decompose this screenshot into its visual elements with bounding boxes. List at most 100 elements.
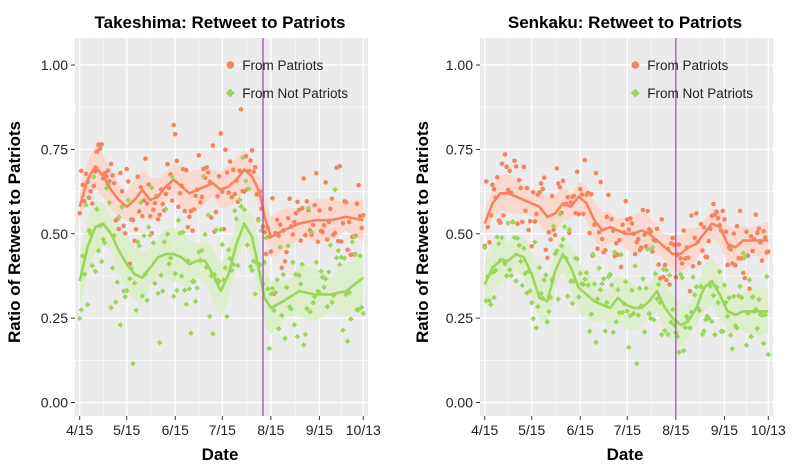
senkaku-point-not-patriots [527,288,533,294]
senkaku-point-not-patriots [701,328,707,334]
senkaku-point-not-patriots [561,223,568,230]
senkaku-point-not-patriots [586,328,593,335]
senkaku-point-patriots [520,219,525,225]
takeshima-point-patriots [232,191,238,197]
senkaku-point-not-patriots [622,278,629,285]
takeshima-point-not-patriots [225,247,232,253]
takeshima-confidence-band-not-patriots [79,201,364,335]
senkaku-y-axis-title: Ratio of Retweet to Patriots [413,121,432,343]
senkaku-point-patriots [692,235,697,241]
senkaku-point-patriots [551,227,556,232]
takeshima-point-not-patriots [277,244,284,251]
senkaku-point-patriots [744,229,749,235]
senkaku-point-not-patriots [654,295,660,302]
senkaku-point-patriots [491,186,497,192]
takeshima-point-patriots [169,198,175,203]
senkaku-point-patriots [761,228,766,234]
senkaku-point-patriots [527,218,533,224]
takeshima-point-not-patriots [255,217,262,224]
senkaku-point-patriots [687,288,693,294]
senkaku-point-patriots [645,208,650,214]
senkaku-point-patriots [523,208,528,214]
senkaku-point-not-patriots [593,339,599,346]
senkaku-point-not-patriots [496,240,502,247]
takeshima-point-not-patriots [138,199,144,206]
senkaku-point-not-patriots [577,270,584,277]
takeshima-point-not-patriots [152,280,158,287]
takeshima-point-patriots [346,219,352,225]
senkaku-point-patriots [599,236,605,242]
senkaku-point-not-patriots [743,342,750,348]
senkaku-point-not-patriots [765,351,772,358]
senkaku-legend-key-not-patriots [630,88,640,98]
senkaku-point-not-patriots [646,310,653,317]
takeshima-point-not-patriots [347,316,354,322]
takeshima-point-not-patriots [296,272,302,279]
senkaku-point-patriots [574,169,580,175]
takeshima-point-not-patriots [307,309,313,315]
senkaku-point-not-patriots [530,315,537,322]
senkaku-point-not-patriots [510,218,516,225]
senkaku-point-not-patriots [709,318,715,325]
takeshima-legend-key-not-patriots [225,88,235,98]
takeshima-point-not-patriots [341,255,348,261]
takeshima-point-not-patriots [191,278,197,285]
senkaku-point-patriots [615,252,621,257]
senkaku-point-patriots [676,242,682,247]
takeshima-point-patriots [177,190,183,196]
senkaku-point-not-patriots [720,328,726,335]
takeshima-point-patriots [323,180,328,185]
takeshima-point-patriots [359,225,365,231]
senkaku-point-not-patriots [557,211,563,217]
takeshima-point-patriots [91,183,97,189]
senkaku-point-patriots [706,238,712,244]
takeshima-point-not-patriots [242,178,249,184]
senkaku-point-not-patriots [546,308,552,315]
takeshima-point-not-patriots [106,199,113,206]
takeshima-point-not-patriots [216,278,222,285]
senkaku-point-patriots [639,245,644,250]
senkaku-point-patriots [515,221,520,226]
senkaku-point-patriots [545,255,550,261]
senkaku-legend-label-patriots: From Patriots [647,58,728,73]
senkaku-point-patriots [579,192,585,197]
takeshima-point-not-patriots [268,291,274,297]
takeshima-point-not-patriots [109,265,116,271]
takeshima-point-patriots [124,166,130,172]
takeshima-point-not-patriots [315,288,321,294]
senkaku-point-not-patriots [528,299,535,306]
takeshima-point-patriots [332,230,338,236]
senkaku-point-patriots [538,181,544,186]
takeshima-point-patriots [97,146,103,152]
takeshima-point-not-patriots [244,242,251,248]
senkaku-point-not-patriots [502,261,508,267]
takeshima-point-patriots [287,196,292,201]
senkaku-point-patriots [742,275,748,281]
senkaku-point-not-patriots [580,281,587,288]
senkaku-point-not-patriots [726,295,732,301]
senkaku-point-not-patriots [624,308,631,314]
takeshima-point-not-patriots [236,197,243,203]
senkaku-point-patriots [604,214,610,220]
senkaku-point-patriots [714,209,719,215]
takeshima-point-patriots [140,213,145,219]
takeshima-point-patriots [118,170,123,176]
senkaku-point-patriots [662,262,668,268]
senkaku-point-not-patriots [741,254,748,261]
takeshima-point-not-patriots [114,279,121,285]
senkaku-point-not-patriots [762,312,768,318]
takeshima-point-not-patriots [95,247,102,254]
senkaku-point-not-patriots [633,360,640,367]
takeshima-point-patriots [108,161,114,167]
takeshima-point-patriots [268,249,274,254]
senkaku-point-patriots [623,198,629,204]
takeshima-title: Takeshima: Retweet to Patriots [95,13,346,32]
takeshima-point-patriots [77,211,83,216]
senkaku-point-not-patriots [516,242,522,249]
senkaku-point-patriots [552,232,558,238]
takeshima-point-patriots [88,189,93,194]
senkaku-confidence-band-not-patriots [484,236,769,347]
senkaku-point-not-patriots [607,271,613,278]
takeshima-point-not-patriots [163,206,169,212]
senkaku-point-not-patriots [535,303,541,310]
